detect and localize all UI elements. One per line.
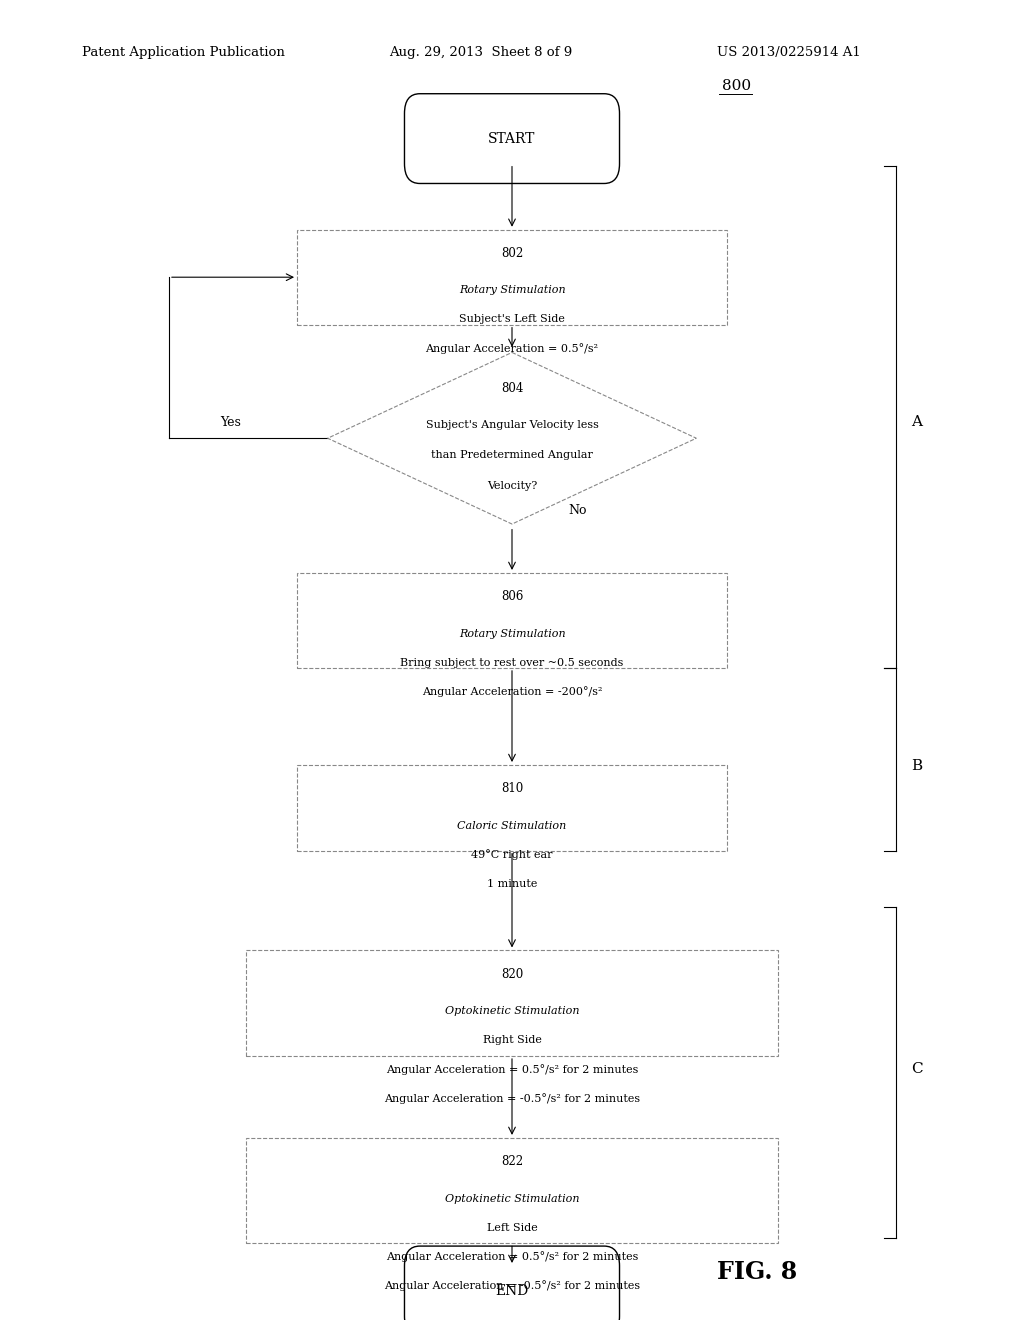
Text: 802: 802: [501, 247, 523, 260]
Text: No: No: [568, 504, 587, 517]
Text: Aug. 29, 2013  Sheet 8 of 9: Aug. 29, 2013 Sheet 8 of 9: [389, 46, 572, 59]
Text: Rotary Stimulation: Rotary Stimulation: [459, 285, 565, 296]
Text: 822: 822: [501, 1155, 523, 1168]
Text: START: START: [488, 132, 536, 145]
Text: US 2013/0225914 A1: US 2013/0225914 A1: [717, 46, 860, 59]
Text: than Predetermined Angular: than Predetermined Angular: [431, 450, 593, 461]
Text: Angular Acceleration = 0.5°/s²: Angular Acceleration = 0.5°/s²: [425, 343, 599, 354]
FancyBboxPatch shape: [404, 1246, 620, 1320]
Text: Rotary Stimulation: Rotary Stimulation: [459, 628, 565, 639]
Text: 810: 810: [501, 783, 523, 795]
Text: Right Side: Right Side: [482, 1035, 542, 1045]
Text: A: A: [911, 416, 923, 429]
Text: C: C: [911, 1063, 923, 1076]
Text: Angular Acceleration = 0.5°/s² for 2 minutes: Angular Acceleration = 0.5°/s² for 2 min…: [386, 1251, 638, 1262]
FancyBboxPatch shape: [297, 764, 727, 850]
Text: Yes: Yes: [220, 416, 241, 429]
Text: 806: 806: [501, 590, 523, 603]
Polygon shape: [328, 352, 696, 524]
Text: Optokinetic Stimulation: Optokinetic Stimulation: [444, 1193, 580, 1204]
Text: Subject's Angular Velocity less: Subject's Angular Velocity less: [426, 420, 598, 430]
Text: END: END: [496, 1284, 528, 1298]
Text: Optokinetic Stimulation: Optokinetic Stimulation: [444, 1006, 580, 1016]
Text: Angular Acceleration = -0.5°/s² for 2 minutes: Angular Acceleration = -0.5°/s² for 2 mi…: [384, 1093, 640, 1104]
Text: Left Side: Left Side: [486, 1222, 538, 1233]
Text: Velocity?: Velocity?: [486, 480, 538, 491]
Text: 804: 804: [501, 381, 523, 395]
FancyBboxPatch shape: [297, 573, 727, 668]
Text: Caloric Stimulation: Caloric Stimulation: [458, 821, 566, 830]
Text: 49°C right ear: 49°C right ear: [471, 849, 553, 861]
Text: Bring subject to rest over ~0.5 seconds: Bring subject to rest over ~0.5 seconds: [400, 657, 624, 668]
FancyBboxPatch shape: [404, 94, 620, 183]
Text: 800: 800: [722, 79, 751, 92]
Text: FIG. 8: FIG. 8: [717, 1261, 797, 1284]
FancyBboxPatch shape: [297, 230, 727, 325]
Text: Subject's Left Side: Subject's Left Side: [459, 314, 565, 325]
Text: Angular Acceleration = 0.5°/s² for 2 minutes: Angular Acceleration = 0.5°/s² for 2 min…: [386, 1064, 638, 1074]
Text: 1 minute: 1 minute: [486, 879, 538, 888]
Text: Angular Acceleration = -200°/s²: Angular Acceleration = -200°/s²: [422, 686, 602, 697]
Text: Patent Application Publication: Patent Application Publication: [82, 46, 285, 59]
FancyBboxPatch shape: [246, 950, 778, 1056]
Text: 820: 820: [501, 968, 523, 981]
Text: B: B: [911, 759, 923, 772]
Text: Angular Acceleration = -0.5°/s² for 2 minutes: Angular Acceleration = -0.5°/s² for 2 mi…: [384, 1280, 640, 1291]
FancyBboxPatch shape: [246, 1138, 778, 1243]
